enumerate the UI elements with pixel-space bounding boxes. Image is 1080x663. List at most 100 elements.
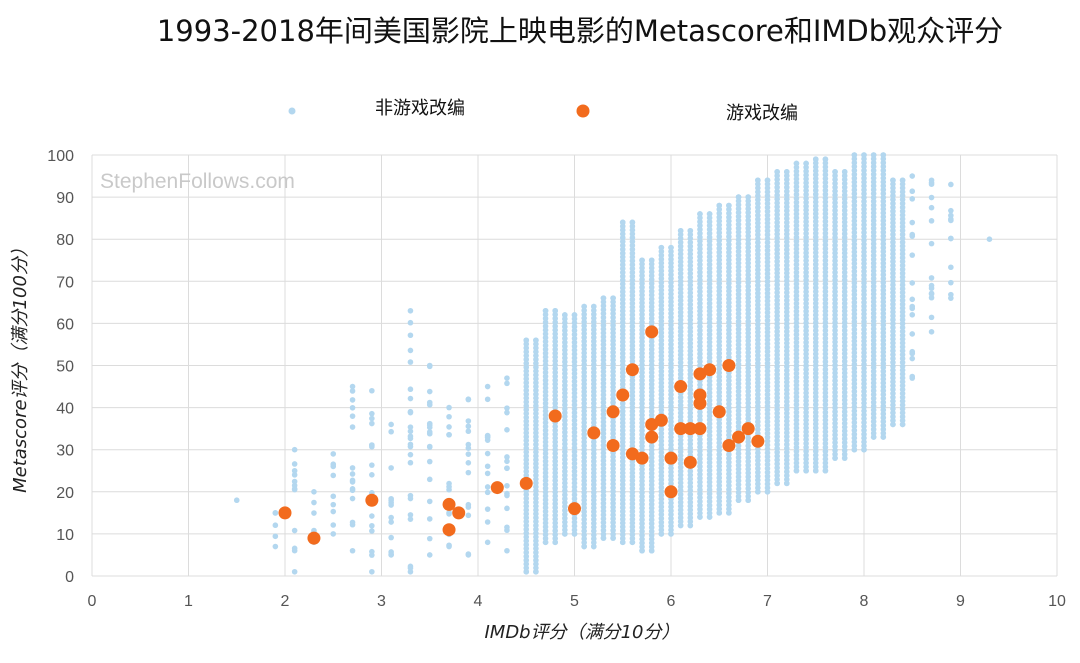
point-non-game	[880, 356, 887, 363]
point-non-game	[832, 211, 838, 218]
point-non-game	[755, 263, 761, 269]
point-non-game	[803, 234, 809, 241]
point-non-game	[861, 392, 867, 399]
point-non-game	[591, 404, 597, 410]
point-non-game	[504, 482, 510, 489]
point-non-game	[870, 283, 877, 290]
point-non-game	[755, 185, 761, 191]
point-non-game	[533, 414, 539, 421]
point-non-game	[812, 382, 819, 388]
point-non-game	[745, 439, 751, 445]
point-non-game	[706, 444, 713, 450]
point-non-game	[726, 206, 732, 213]
point-non-game	[426, 535, 433, 542]
point-non-game	[899, 285, 906, 292]
point-non-game	[562, 503, 568, 510]
point-non-game	[803, 242, 809, 248]
point-non-game	[658, 264, 665, 270]
point-non-game	[880, 329, 887, 336]
point-non-game	[803, 308, 809, 315]
point-non-game	[349, 477, 356, 484]
point-non-game	[841, 439, 848, 446]
point-non-game	[832, 401, 838, 407]
point-non-game	[687, 255, 694, 261]
point-non-game	[822, 164, 829, 170]
point-non-game	[726, 276, 732, 283]
point-non-game	[822, 207, 829, 213]
point-non-game	[639, 435, 645, 442]
point-non-game	[870, 229, 877, 236]
point-non-game	[687, 328, 694, 335]
point-non-game	[784, 250, 790, 257]
point-non-game	[716, 276, 723, 283]
point-non-game	[880, 248, 887, 255]
point-non-game	[735, 404, 742, 410]
point-non-game	[552, 524, 558, 530]
point-non-game	[764, 243, 771, 250]
point-non-game	[542, 396, 549, 403]
point-non-game	[610, 430, 616, 437]
point-non-game	[735, 334, 742, 340]
point-non-game	[562, 433, 568, 439]
point-non-game	[658, 318, 665, 324]
point-non-game	[726, 210, 732, 217]
point-non-game	[272, 533, 279, 540]
point-non-game	[784, 429, 790, 436]
point-non-game	[774, 192, 780, 199]
point-non-game	[552, 485, 558, 492]
point-non-game	[716, 296, 723, 302]
point-non-game	[677, 483, 684, 490]
point-non-game	[784, 445, 790, 452]
point-non-game	[619, 512, 626, 519]
point-non-game	[629, 331, 636, 337]
point-game	[606, 405, 620, 419]
point-non-game	[745, 474, 751, 480]
point-non-game	[687, 251, 694, 257]
point-non-game	[745, 272, 751, 278]
point-non-game	[822, 242, 829, 248]
point-non-game	[745, 209, 751, 216]
point-non-game	[774, 278, 780, 284]
point-non-game	[822, 171, 829, 178]
point-non-game	[784, 437, 790, 444]
point-non-game	[841, 447, 848, 454]
point-non-game	[726, 319, 732, 326]
point-non-game	[706, 250, 713, 256]
point-non-game	[899, 332, 906, 339]
point-non-game	[658, 314, 665, 321]
point-non-game	[755, 204, 761, 211]
point-non-game	[552, 539, 558, 546]
point-non-game	[735, 237, 742, 243]
point-non-game	[716, 471, 723, 477]
point-non-game	[668, 314, 674, 321]
point-non-game	[533, 460, 539, 467]
point-non-game	[523, 441, 530, 448]
point-non-game	[581, 454, 587, 461]
point-non-game	[658, 399, 665, 406]
point-non-game	[648, 489, 655, 496]
point-non-game	[784, 363, 790, 370]
point-non-game	[668, 353, 674, 359]
point-non-game	[581, 319, 587, 325]
point-non-game	[793, 351, 800, 357]
point-non-game	[861, 318, 867, 325]
point-non-game	[629, 339, 636, 345]
point-non-game	[793, 343, 800, 350]
point-non-game	[562, 323, 568, 330]
point-non-game	[726, 261, 732, 267]
point-non-game	[755, 403, 761, 409]
point-non-game	[658, 248, 665, 255]
point-non-game	[600, 434, 607, 441]
point-non-game	[619, 377, 626, 384]
point-non-game	[388, 519, 394, 525]
point-non-game	[793, 347, 800, 353]
point-non-game	[542, 446, 549, 453]
point-non-game	[619, 373, 626, 380]
point-non-game	[639, 257, 645, 264]
point-non-game	[619, 315, 626, 322]
point-non-game	[668, 349, 674, 355]
point-non-game	[861, 384, 867, 391]
point-non-game	[629, 273, 636, 280]
point-non-game	[697, 281, 703, 287]
